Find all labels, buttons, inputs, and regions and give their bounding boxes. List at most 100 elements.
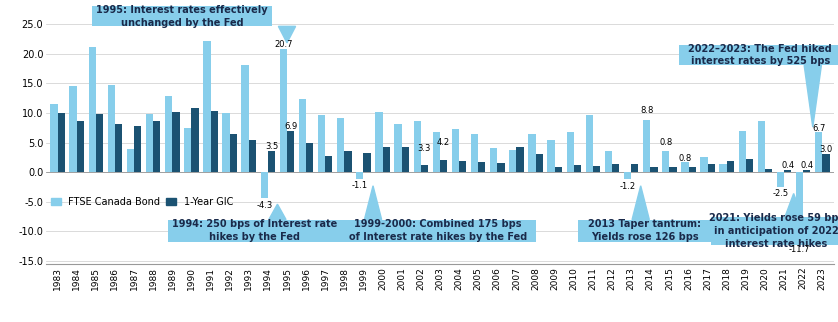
Bar [184,128,191,172]
Text: 20.7: 20.7 [274,40,292,49]
Polygon shape [278,26,296,43]
Text: -1.2: -1.2 [619,182,635,191]
Bar [70,86,77,172]
Bar [650,167,658,172]
Bar [516,147,524,172]
Text: 2022–2023: The Fed hiked
interest rates by 525 bps: 2022–2023: The Fed hiked interest rates … [688,44,832,66]
Bar [89,47,96,172]
Bar [222,113,230,172]
Text: -11.7: -11.7 [789,245,810,254]
Bar [720,164,727,172]
Bar [340,220,535,242]
Bar [306,143,313,172]
Bar [440,160,447,172]
Bar [92,6,272,26]
Bar [535,154,543,172]
Bar [490,148,497,172]
Bar [401,147,409,172]
Bar [689,167,696,172]
Bar [107,85,115,172]
Bar [210,111,218,172]
Text: 3.0: 3.0 [820,145,833,154]
Bar [679,45,838,65]
Text: 1995: Interest rates effectively
unchanged by the Fed: 1995: Interest rates effectively unchang… [96,5,267,28]
Text: 6.9: 6.9 [284,122,297,131]
Bar [452,129,459,172]
Bar [586,115,593,172]
Text: 4.2: 4.2 [437,138,450,147]
Bar [777,172,784,187]
Bar [241,65,249,172]
Bar [577,220,711,242]
Text: -1.1: -1.1 [352,181,368,190]
Bar [153,121,160,172]
Bar [670,167,676,172]
Bar [796,172,803,242]
Bar [280,50,287,172]
Polygon shape [365,186,381,220]
Bar [822,154,830,172]
Text: 8.8: 8.8 [640,106,654,115]
Bar [727,161,734,172]
Bar [299,99,306,172]
Bar [268,151,275,172]
Text: 3.5: 3.5 [265,142,278,151]
Text: 0.8: 0.8 [678,154,691,163]
Text: 2021: Yields rose 59 bps
in anticipation of 2022
interest rate hikes: 2021: Yields rose 59 bps in anticipation… [709,213,838,249]
Text: -4.3: -4.3 [256,202,272,211]
Text: -2.5: -2.5 [773,189,789,198]
Bar [574,165,581,172]
Bar [497,163,504,172]
Bar [287,131,294,172]
Bar [249,139,256,172]
Bar [784,170,791,172]
Bar [758,121,765,172]
Bar [414,121,421,172]
Text: 1994: 250 bps of Interest rate
hikes by the Fed: 1994: 250 bps of Interest rate hikes by … [172,220,337,242]
Text: 6.7: 6.7 [812,124,825,133]
Bar [383,147,390,172]
Bar [547,140,555,172]
Bar [803,170,810,172]
Bar [165,96,173,172]
Text: 0.4: 0.4 [800,161,814,170]
Bar [746,159,753,172]
Bar [815,132,822,172]
Bar [566,132,574,172]
Polygon shape [269,204,286,220]
Bar [168,220,340,242]
Bar [593,166,600,172]
Bar [631,165,639,172]
Bar [261,172,268,198]
Bar [681,162,689,172]
Bar [318,115,325,172]
Bar [134,126,142,172]
Text: 0.4: 0.4 [781,161,794,170]
Polygon shape [804,65,821,127]
Bar [58,113,65,172]
Bar [711,217,838,245]
Bar [127,149,134,172]
Bar [325,156,333,172]
Bar [765,169,773,172]
Bar [230,134,237,172]
Bar [50,104,58,172]
Bar [191,108,199,172]
Bar [204,41,210,172]
Bar [459,162,466,172]
Text: 3.3: 3.3 [418,144,431,153]
Bar [701,157,707,172]
Bar [115,124,122,172]
Bar [662,151,670,172]
Bar [605,151,612,172]
Bar [77,121,84,172]
Text: 2013 Taper tantrum:
Yields rose 126 bps: 2013 Taper tantrum: Yields rose 126 bps [588,220,701,242]
Bar [344,151,352,172]
Bar [356,172,364,179]
Bar [432,132,440,172]
Bar [337,118,344,172]
Bar [471,134,478,172]
Bar [375,112,383,172]
Polygon shape [785,194,802,217]
Legend: FTSE Canada Bond, 1-Year GIC: FTSE Canada Bond, 1-Year GIC [51,197,233,207]
